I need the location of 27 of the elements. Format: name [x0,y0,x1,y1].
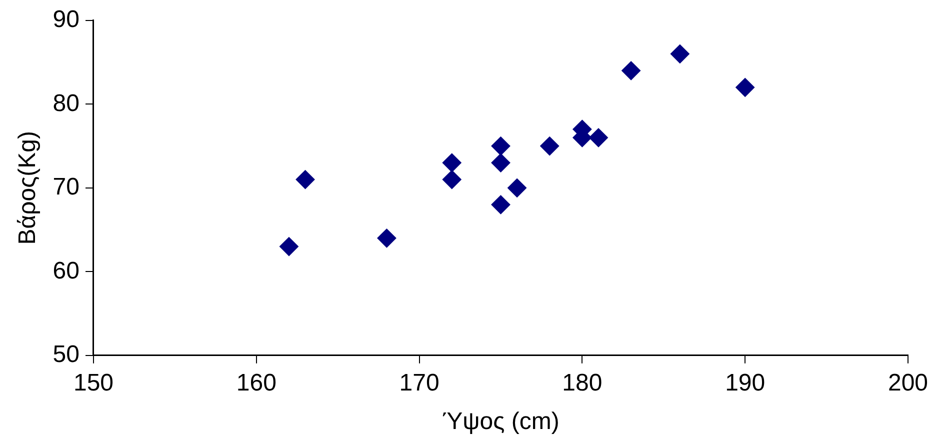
y-tick-label: 50 [52,341,80,368]
point [442,170,462,190]
x-tick-label: 200 [888,369,928,396]
x-tick-label: 190 [725,369,766,396]
point [491,195,510,214]
y-axis-title: Βάρος(Kg) [14,131,42,245]
point [377,228,396,248]
y-tick-label: 60 [52,257,80,284]
point [622,61,641,80]
y-tick-label: 80 [52,90,80,117]
point [491,153,510,172]
y-tick-label: 90 [52,6,80,34]
x-tick-label: 160 [236,369,276,396]
x-axis-title: Ύψος (cm) [442,408,560,436]
point [442,153,462,172]
point [491,136,510,156]
x-tick-label: 170 [399,369,440,396]
point [540,136,560,156]
point [296,170,315,190]
point [736,78,755,97]
y-tick-label: 70 [52,174,80,201]
x-tick-label: 180 [562,369,602,396]
point [588,128,608,148]
point [279,237,298,256]
x-tick-label: 150 [73,369,114,396]
point [670,44,690,64]
point [508,178,527,198]
